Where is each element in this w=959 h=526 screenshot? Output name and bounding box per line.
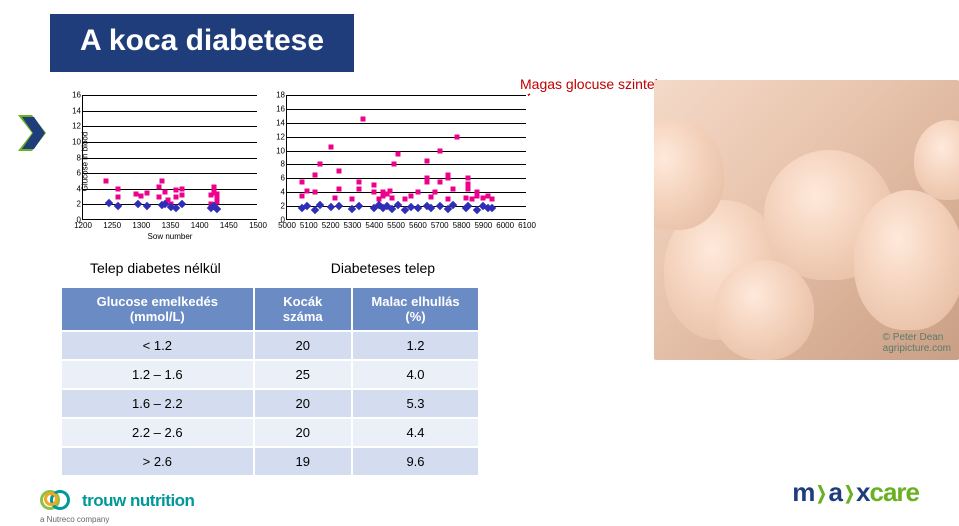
glucose-table: Glucose emelkedés (mmol/L)Kocák számaMal…	[60, 286, 480, 477]
chevron-icon	[18, 115, 46, 151]
table-row: < 1.2201.2	[61, 331, 479, 360]
page-title: A koca diabetese	[50, 14, 354, 72]
trouw-sub: a Nutreco company	[40, 515, 109, 524]
table-row: 1.2 – 1.6254.0	[61, 360, 479, 389]
footer: trouw nutrition a Nutreco company m❯a❯xc…	[0, 460, 959, 526]
caption-right: Diabeteses telep	[331, 260, 435, 276]
table-header: Malac elhullás (%)	[352, 287, 479, 331]
caption-left: Telep diabetes nélkül	[90, 260, 221, 276]
chart-diabetes: 0246810121416185000510052005300540055005…	[268, 95, 528, 235]
table-header: Glucose emelkedés (mmol/L)	[61, 287, 254, 331]
photo-credit: © Peter Dean agripicture.com	[883, 332, 951, 354]
table-row: 1.6 – 2.2205.3	[61, 389, 479, 418]
annotation-label: Magas glocuse szintek	[520, 76, 662, 92]
trouw-logo: trouw nutrition	[40, 490, 194, 512]
chart-no-diabetes: 0246810121416120012501300135014001450150…	[60, 95, 260, 235]
table-header: Kocák száma	[254, 287, 352, 331]
piglet-photo: © Peter Dean agripicture.com	[654, 80, 959, 360]
maxcare-logo: m❯a❯xcare	[792, 477, 919, 508]
table-row: 2.2 – 2.6204.4	[61, 418, 479, 447]
